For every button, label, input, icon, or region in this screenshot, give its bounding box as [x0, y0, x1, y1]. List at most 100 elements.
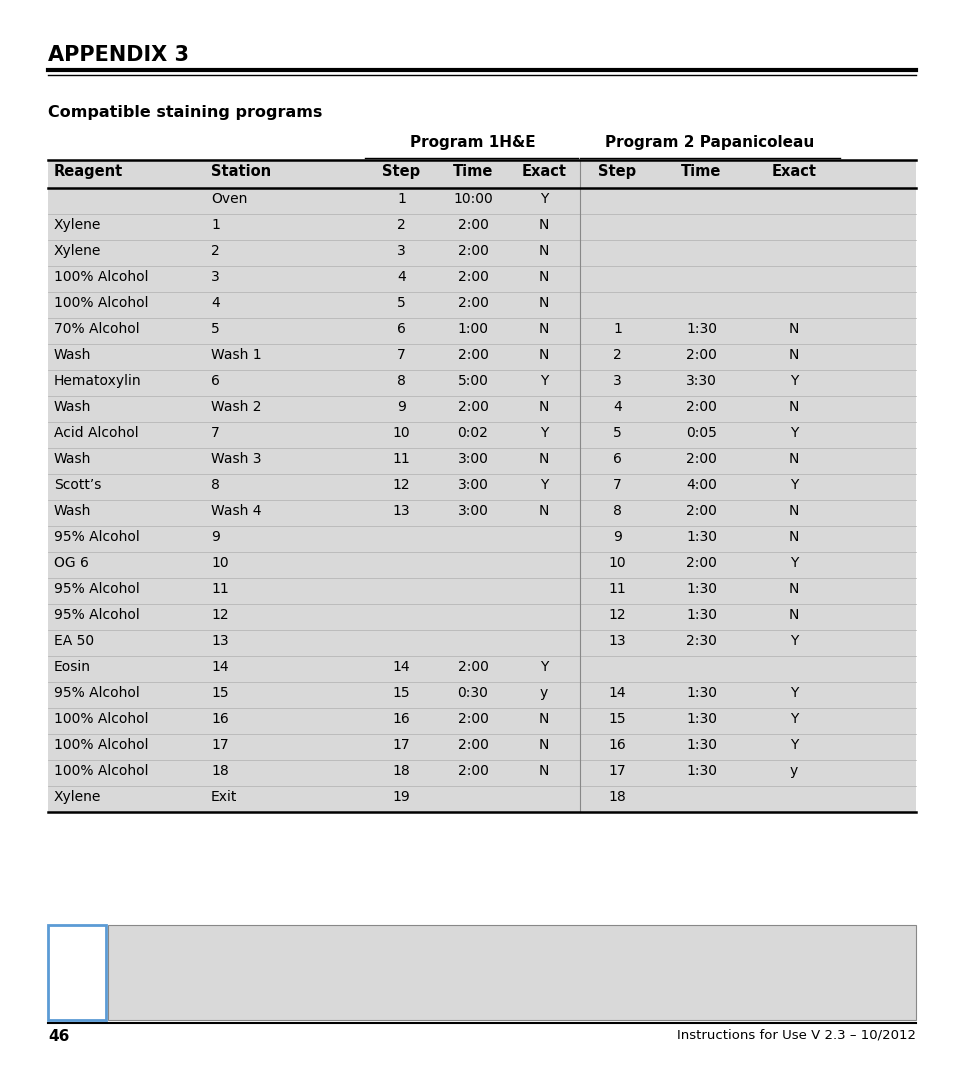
Text: 4:00: 4:00: [685, 478, 717, 492]
Text: Y: Y: [539, 426, 548, 440]
Text: Station: Station: [211, 164, 271, 179]
Text: 2:30: 2:30: [685, 634, 717, 648]
Text: Xylene: Xylene: [54, 218, 101, 232]
Text: 100% Alcohol: 100% Alcohol: [54, 738, 149, 752]
Text: Wash: Wash: [54, 348, 91, 362]
Text: 2:00: 2:00: [457, 270, 488, 284]
Text: Y: Y: [789, 478, 798, 492]
Text: Y: Y: [539, 660, 548, 674]
Text: 2:00: 2:00: [685, 556, 717, 570]
Text: 14: 14: [608, 686, 626, 700]
Text: Program 2 Papanicoleau: Program 2 Papanicoleau: [605, 135, 814, 150]
Text: Y: Y: [789, 738, 798, 752]
Text: Program 1H&E: Program 1H&E: [409, 135, 535, 150]
Text: Y: Y: [789, 712, 798, 726]
Text: N: N: [538, 400, 549, 414]
Text: Y: Y: [789, 686, 798, 700]
Text: 5: 5: [211, 322, 219, 336]
Text: Y: Y: [789, 556, 798, 570]
Text: 2: 2: [613, 348, 621, 362]
Bar: [48, 160, 915, 812]
Text: N: N: [538, 296, 549, 310]
Text: N: N: [538, 453, 549, 465]
Text: Y: Y: [539, 192, 548, 206]
Text: 3:00: 3:00: [457, 478, 488, 492]
Text: N: N: [788, 348, 799, 362]
Text: 13: 13: [211, 634, 229, 648]
Text: Wash: Wash: [54, 453, 91, 465]
Text: Y: Y: [789, 634, 798, 648]
Text: 2:00: 2:00: [685, 504, 717, 518]
Text: 0:05: 0:05: [685, 426, 717, 440]
Text: 1:30: 1:30: [685, 712, 717, 726]
Text: 17: 17: [608, 764, 626, 778]
Text: 1:30: 1:30: [685, 686, 717, 700]
Text: 95% Alcohol: 95% Alcohol: [54, 686, 139, 700]
Text: N: N: [788, 582, 799, 596]
Text: Xylene: Xylene: [54, 244, 101, 258]
Text: 3: 3: [211, 270, 219, 284]
Text: grams. - These programs are compatible with each other but not with programs on: grams. - These programs are compatible w…: [118, 953, 741, 966]
Text: Y: Y: [539, 478, 548, 492]
Text: 4: 4: [211, 296, 219, 310]
Text: 11: 11: [211, 582, 229, 596]
Text: 3: 3: [396, 244, 405, 258]
Text: 11: 11: [393, 453, 410, 465]
Text: 7: 7: [613, 478, 621, 492]
Text: Step: Step: [382, 164, 420, 179]
Text: 2:00: 2:00: [457, 218, 488, 232]
Text: y: y: [789, 764, 798, 778]
Text: Y: Y: [789, 374, 798, 388]
Text: Wash: Wash: [54, 400, 91, 414]
Text: Xylene: Xylene: [54, 789, 101, 804]
Text: page 47.: page 47.: [118, 971, 183, 984]
Text: 17: 17: [393, 738, 410, 752]
Bar: [48, 924, 106, 1020]
Text: 5: 5: [613, 426, 621, 440]
Text: Y: Y: [789, 426, 798, 440]
Text: Wash: Wash: [54, 504, 91, 518]
Text: N: N: [538, 270, 549, 284]
Text: Step: Step: [598, 164, 636, 179]
Text: APPENDIX 3: APPENDIX 3: [48, 45, 189, 65]
Text: N: N: [538, 348, 549, 362]
Text: 1:00: 1:00: [457, 322, 488, 336]
Text: 9: 9: [396, 400, 406, 414]
Bar: [108, 924, 915, 1020]
Text: 95% Alcohol: 95% Alcohol: [54, 582, 139, 596]
Text: 2: 2: [396, 218, 405, 232]
Text: Eosin: Eosin: [54, 660, 91, 674]
Text: 15: 15: [393, 686, 410, 700]
Text: 1: 1: [613, 322, 621, 336]
Text: Reagent: Reagent: [54, 164, 123, 179]
Text: N: N: [788, 400, 799, 414]
Text: 16: 16: [211, 712, 229, 726]
Text: 2:00: 2:00: [457, 244, 488, 258]
Text: 2:00: 2:00: [685, 348, 717, 362]
Text: N: N: [788, 453, 799, 465]
Text: 3:00: 3:00: [457, 504, 488, 518]
Text: 13: 13: [393, 504, 410, 518]
Text: N: N: [538, 712, 549, 726]
Text: •: •: [72, 949, 81, 963]
Text: 4: 4: [613, 400, 621, 414]
Text: 10: 10: [608, 556, 626, 570]
Text: 18: 18: [211, 764, 229, 778]
Text: 18: 18: [393, 764, 410, 778]
Text: N: N: [788, 322, 799, 336]
Text: Exact: Exact: [771, 164, 816, 179]
Text: 15: 15: [211, 686, 229, 700]
Text: 0:30: 0:30: [457, 686, 488, 700]
Text: Oven: Oven: [211, 192, 247, 206]
Text: 19: 19: [393, 789, 410, 804]
Text: OG 6: OG 6: [54, 556, 89, 570]
Text: 5: 5: [396, 296, 405, 310]
Text: 3: 3: [613, 374, 621, 388]
Text: Exit: Exit: [211, 789, 237, 804]
Text: 8: 8: [211, 478, 219, 492]
Text: 2:00: 2:00: [685, 453, 717, 465]
Text: 2:00: 2:00: [685, 400, 717, 414]
Text: 100% Alcohol: 100% Alcohol: [54, 712, 149, 726]
Text: 9: 9: [211, 530, 219, 544]
Text: Compatible staining programs: Compatible staining programs: [48, 105, 322, 120]
